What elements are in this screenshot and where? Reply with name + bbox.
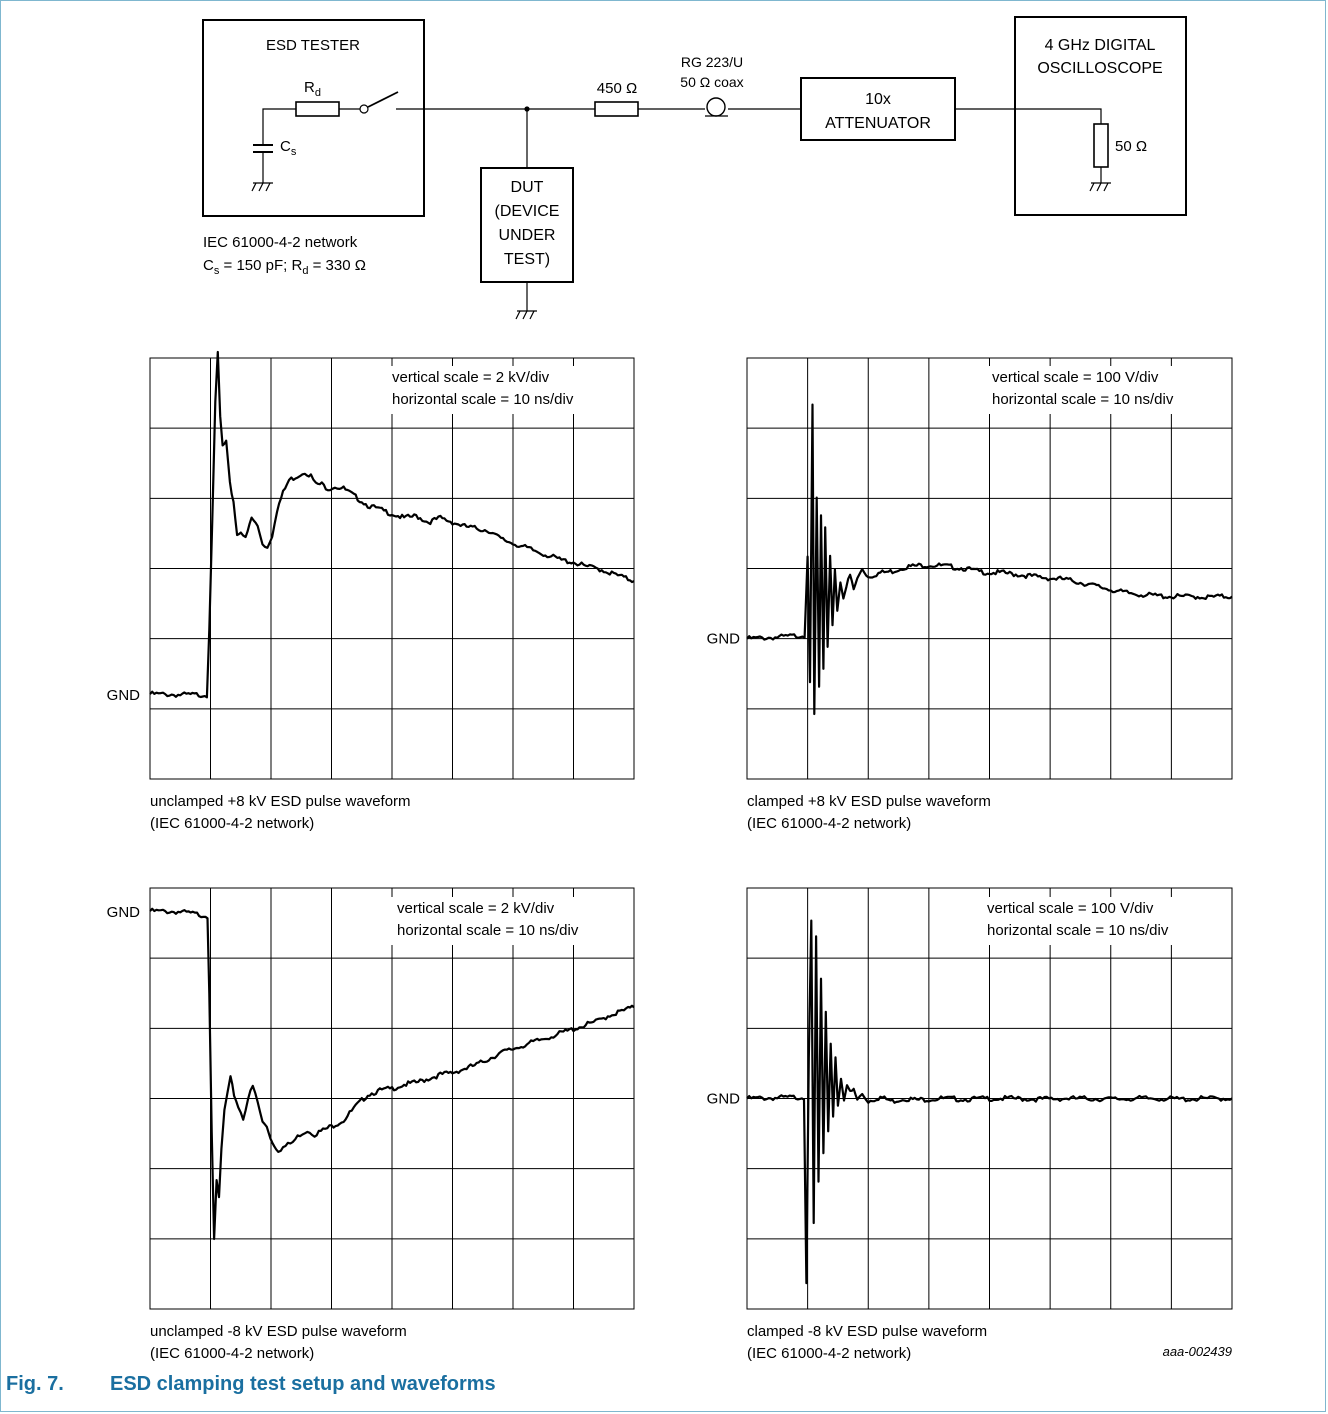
waveform-caption-line-2: (IEC 61000-4-2 network) (747, 815, 911, 832)
rd-letter: R (304, 79, 315, 96)
waveform-caption-line-1: unclamped +8 kV ESD pulse waveform (150, 793, 411, 810)
waveform-caption-line-1: unclamped -8 kV ESD pulse waveform (150, 1323, 407, 1340)
figure-title: ESD clamping test setup and waveforms (110, 1373, 496, 1395)
network-cs-sub: s (214, 265, 220, 277)
waveform-trace (149, 907, 635, 1241)
attenuator-line-2: ATTENUATOR (825, 115, 931, 132)
scope-panels: vertical scale = 2 kV/div horizontal scal… (107, 350, 1233, 1362)
gnd-label: GND (107, 687, 141, 704)
dut-line-4: TEST) (504, 251, 550, 268)
gnd-label: GND (107, 904, 141, 921)
switch-blade (367, 91, 399, 108)
ground-icon (515, 310, 537, 320)
vertical-scale-label: vertical scale = 2 kV/div (392, 369, 550, 386)
resistor-450-label: 450 Ω (597, 80, 637, 97)
attenuator-line-1: 10x (865, 91, 891, 108)
gnd-label: GND (707, 631, 741, 648)
network-rd-sub: d (302, 265, 308, 277)
scale-label-background (386, 366, 580, 414)
cs-subscript: s (291, 146, 297, 158)
figure-id: aaa-002439 (1163, 1344, 1232, 1359)
dut-line-3: UNDER (499, 227, 556, 244)
tester-wire-left (262, 108, 296, 145)
network-rd-value: = 330 Ω (308, 257, 366, 274)
scope-resistor-label: 50 Ω (1115, 138, 1147, 155)
horizontal-scale-label: horizontal scale = 10 ns/div (992, 391, 1174, 408)
vertical-scale-label: vertical scale = 2 kV/div (397, 900, 555, 917)
cs-letter: C (280, 138, 291, 155)
network-label: IEC 61000-4-2 network (203, 234, 358, 251)
waveform-caption-line-2: (IEC 61000-4-2 network) (150, 815, 314, 832)
network-values: Cs = 150 pF; Rd = 330 Ω (203, 257, 366, 277)
ground-icon (1089, 182, 1111, 192)
waveform-trace (149, 350, 635, 699)
oscilloscope-line-1: 4 GHz DIGITAL (1045, 37, 1156, 54)
waveform-caption-line-1: clamped +8 kV ESD pulse waveform (747, 793, 991, 810)
scale-label-background (391, 897, 585, 945)
waveform-trace (746, 919, 1233, 1285)
ground-icon (251, 182, 273, 192)
coax-label-1: RG 223/U (681, 54, 743, 70)
dut-line-1: DUT (511, 179, 544, 196)
figure-number: Fig. 7. (6, 1373, 64, 1395)
resistor-450 (594, 101, 639, 117)
esd-tester-label: ESD TESTER (266, 37, 360, 54)
scope-panel-unclamped-neg: vertical scale = 2 kV/div horizontal scal… (107, 887, 635, 1362)
rd-label: Rd (304, 79, 321, 99)
vertical-scale-label: vertical scale = 100 V/div (987, 900, 1154, 917)
scope-panel-clamped-pos: vertical scale = 100 V/div horizontal sca… (707, 357, 1233, 832)
cs-label: Cs (280, 138, 297, 158)
scale-label-background (981, 897, 1175, 945)
network-cs-value: = 150 pF; R (219, 257, 302, 274)
network-cs-letter: C (203, 257, 214, 274)
switch-contact (359, 104, 369, 114)
vertical-scale-label: vertical scale = 100 V/div (992, 369, 1159, 386)
rd-subscript: d (315, 87, 321, 99)
test-setup-schematic: ESD TESTER Rd Cs IEC 61000-4-2 network C… (202, 16, 1187, 320)
scope-input-wire (1015, 108, 1102, 124)
scope-panel-unclamped-pos: vertical scale = 2 kV/div horizontal scal… (107, 350, 635, 832)
horizontal-scale-label: horizontal scale = 10 ns/div (397, 922, 579, 939)
coax-icon (705, 97, 728, 117)
gnd-label: GND (707, 1091, 741, 1108)
scope-panel-clamped-neg: vertical scale = 100 V/div horizontal sca… (707, 887, 1233, 1362)
waveform-caption-line-2: (IEC 61000-4-2 network) (747, 1345, 911, 1362)
waveform-caption-line-2: (IEC 61000-4-2 network) (150, 1345, 314, 1362)
horizontal-scale-label: horizontal scale = 10 ns/div (987, 922, 1169, 939)
esd-tester-box (202, 19, 425, 217)
scale-label-background (986, 366, 1180, 414)
dut-line-2: (DEVICE (495, 203, 560, 220)
waveform-caption-line-1: clamped -8 kV ESD pulse waveform (747, 1323, 987, 1340)
oscilloscope-line-2: OSCILLOSCOPE (1037, 60, 1162, 77)
coax-label-2: 50 Ω coax (680, 74, 743, 90)
dut-box (480, 167, 574, 283)
waveform-trace (746, 403, 1233, 716)
horizontal-scale-label: horizontal scale = 10 ns/div (392, 391, 574, 408)
